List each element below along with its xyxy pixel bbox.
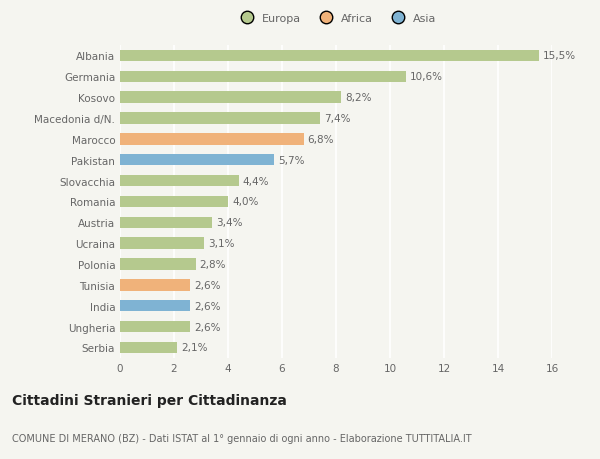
Text: 4,4%: 4,4% (243, 176, 269, 186)
Text: 5,7%: 5,7% (278, 155, 304, 165)
Text: 2,8%: 2,8% (200, 259, 226, 269)
Text: 6,8%: 6,8% (308, 134, 334, 145)
Text: 2,6%: 2,6% (194, 301, 221, 311)
Text: 8,2%: 8,2% (346, 93, 372, 103)
Text: 2,6%: 2,6% (194, 280, 221, 290)
Bar (120, 300, 190, 312)
Bar (120, 155, 274, 166)
Text: 7,4%: 7,4% (324, 114, 350, 124)
Text: 2,1%: 2,1% (181, 342, 207, 353)
Bar (120, 259, 196, 270)
Text: COMUNE DI MERANO (BZ) - Dati ISTAT al 1° gennaio di ogni anno - Elaborazione TUT: COMUNE DI MERANO (BZ) - Dati ISTAT al 1°… (12, 433, 472, 442)
Text: 3,4%: 3,4% (216, 218, 242, 228)
Text: 15,5%: 15,5% (542, 51, 575, 62)
Text: 2,6%: 2,6% (194, 322, 221, 332)
Text: 4,0%: 4,0% (232, 197, 259, 207)
Bar (120, 321, 190, 332)
Bar (120, 217, 212, 229)
Bar (120, 342, 176, 353)
Bar (120, 113, 320, 124)
Text: 10,6%: 10,6% (410, 72, 443, 82)
Bar (120, 92, 341, 104)
Bar (120, 196, 228, 207)
Legend: Europa, Africa, Asia: Europa, Africa, Asia (235, 14, 437, 24)
Bar (120, 175, 239, 187)
Text: Cittadini Stranieri per Cittadinanza: Cittadini Stranieri per Cittadinanza (12, 393, 287, 407)
Bar (120, 50, 539, 62)
Text: 3,1%: 3,1% (208, 239, 234, 249)
Bar (120, 280, 190, 291)
Bar (120, 134, 304, 145)
Bar (120, 238, 204, 249)
Bar (120, 72, 406, 83)
